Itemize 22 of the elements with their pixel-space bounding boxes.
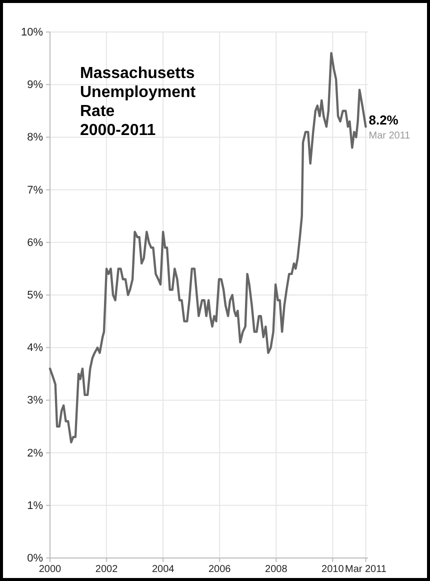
y-tick-label: 5% (27, 290, 44, 302)
line-series (48, 52, 367, 444)
x-tick-label: 2010 (322, 564, 344, 576)
x-tick-label: 2000 (38, 564, 62, 576)
x-tick-label: 2008 (265, 564, 288, 576)
y-tick-label: 10% (20, 26, 44, 39)
x-tick-label: Mar 2011 (344, 564, 387, 576)
y-tick-label: 0% (27, 552, 44, 565)
y-tick-label: 2% (27, 447, 44, 460)
y-tick-label: 3% (27, 394, 44, 407)
y-tick-label: 9% (27, 79, 44, 92)
y-tick-label: 4% (27, 342, 44, 354)
y-tick-label: 6% (27, 236, 44, 249)
annotation: 8.2% (368, 112, 399, 128)
text: Massachusetts Unemployment Rate 2000-2011 (80, 65, 196, 139)
x-tick-label: 2004 (152, 564, 175, 576)
x-tick-label: 2002 (95, 564, 118, 576)
annotation: Mar 2011 (368, 130, 411, 142)
y-tick-label: 1% (27, 500, 44, 512)
y-tick-label: 8% (27, 132, 44, 144)
y-tick-label: 7% (27, 184, 44, 196)
x-tick-label: 2006 (208, 564, 232, 576)
